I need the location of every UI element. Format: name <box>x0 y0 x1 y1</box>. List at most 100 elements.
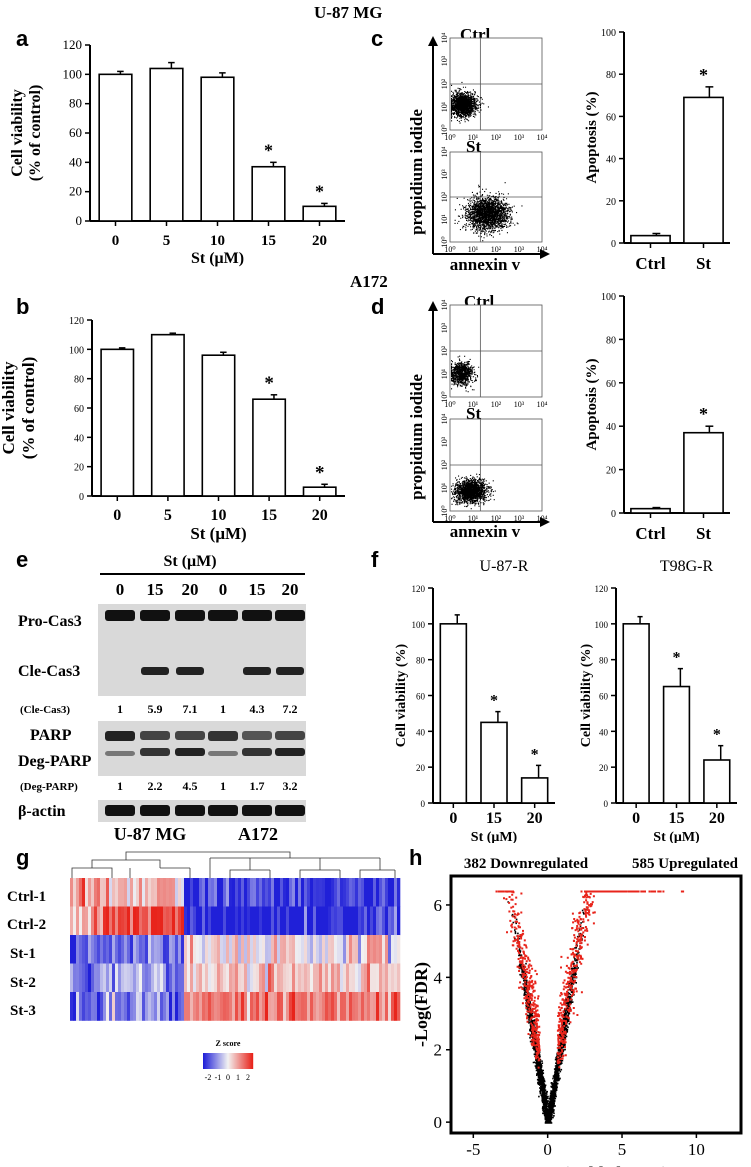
flow-y-tick-label: 10¹ <box>440 101 449 112</box>
heatmap-cell <box>253 906 257 936</box>
heatmap-cell <box>106 878 110 907</box>
y-tick-label: 2 <box>434 1041 443 1060</box>
heatmap-cell <box>163 878 167 907</box>
heatmap-cell <box>199 935 203 964</box>
heatmap-cell <box>280 878 284 907</box>
y-tick-label: 40 <box>416 727 426 737</box>
heatmap-cell <box>328 963 332 993</box>
legend-swatch <box>217 1053 219 1069</box>
legend-swatch <box>229 1053 231 1069</box>
heatmap-cell <box>115 963 119 993</box>
heatmap-cell <box>109 963 113 993</box>
heatmap-cell <box>313 992 317 1021</box>
y-tick-label: 120 <box>63 37 83 52</box>
cle-cas3-u87-15: 5.9 <box>148 702 163 716</box>
heatmap-cell <box>118 935 122 964</box>
heatmap-cell <box>223 878 227 907</box>
heatmap-cell <box>388 878 392 907</box>
heatmap-cell <box>286 963 290 993</box>
heatmap-cell <box>181 963 185 993</box>
heatmap-cell <box>154 906 158 936</box>
heatmap-cell <box>373 935 377 964</box>
heatmap-cell <box>175 992 179 1021</box>
heatmap-cell <box>199 878 203 907</box>
heatmap-cell <box>139 878 143 907</box>
heatmap-cell <box>241 906 245 936</box>
heatmap-cell <box>79 878 83 907</box>
flow-y-tick-label: 10² <box>440 345 449 356</box>
deg-parp-a172-15: 1.7 <box>250 779 265 793</box>
flow-y-tick-label: 10¹ <box>440 368 449 379</box>
heatmap-cell <box>358 992 362 1021</box>
heatmap-cell <box>97 878 101 907</box>
heatmap-cell <box>397 963 401 993</box>
heatmap-cell <box>196 992 200 1021</box>
heatmap-cell <box>118 878 122 907</box>
heatmap-cell <box>139 906 143 936</box>
heatmap-cell <box>271 963 275 993</box>
heatmap-cell <box>190 992 194 1021</box>
flow-d-xlabel: annexin v <box>450 522 521 541</box>
heatmap-cell <box>349 906 353 936</box>
flow-x-tick-label: 10⁰ <box>444 133 455 142</box>
heatmap-cell <box>343 906 347 936</box>
western-dose-u87-15: 15 <box>147 580 164 599</box>
bar-5 <box>149 67 184 222</box>
heatmap-cell <box>385 935 389 964</box>
x-tick-label: 15 <box>486 810 502 827</box>
heatmap-cell <box>289 935 293 964</box>
flow-x-tick-label: 10⁰ <box>444 400 455 409</box>
heatmap-cell <box>202 963 206 993</box>
y-axis-label: (% of control) <box>27 85 44 182</box>
heatmap-cell <box>100 935 104 964</box>
flow-x-tick-label: 10³ <box>514 133 525 142</box>
heatmap-cell <box>178 935 182 964</box>
heatmap-cell <box>250 935 254 964</box>
legend-swatch <box>219 1053 221 1069</box>
heatmap-cell <box>259 992 263 1021</box>
heatmap-cell <box>208 906 212 936</box>
heatmap-cell <box>337 906 341 936</box>
western-dose-a172-0: 0 <box>219 580 228 599</box>
heatmap-cell <box>136 992 140 1021</box>
flow-y-tick-label: 10³ <box>440 169 449 180</box>
blot-band <box>105 610 135 621</box>
heatmap-cell <box>103 878 107 907</box>
heatmap-cell <box>157 992 161 1021</box>
title-upregulated: 585 Upregulated <box>632 856 739 872</box>
heatmap-cell <box>148 906 152 936</box>
x-axis-label: St (μM) <box>471 830 518 843</box>
heatmap-cell <box>229 906 233 936</box>
heatmap-cell <box>169 935 173 964</box>
heatmap-cell <box>82 935 86 964</box>
heatmap-cell <box>148 878 152 907</box>
western-title: St (μM) <box>163 553 216 570</box>
y-tick-label: 100 <box>69 345 84 356</box>
heatmap-cell <box>217 935 221 964</box>
flow-x-tick-label: 10² <box>491 514 502 523</box>
heatmap-cell <box>298 878 302 907</box>
heatmap-cell <box>214 963 218 993</box>
heatmap-cell <box>364 878 368 907</box>
heatmap-cell <box>379 878 383 907</box>
heatmap-cell <box>262 935 266 964</box>
heatmap-cell <box>235 963 239 993</box>
heatmap-cell <box>367 963 371 993</box>
heatmap-cell <box>361 878 365 907</box>
bar-15 <box>480 721 508 804</box>
y-axis-label: Apoptosis (%) <box>584 358 600 450</box>
heatmap-cell <box>166 878 170 907</box>
heatmap-cell <box>394 906 398 936</box>
heatmap-cell <box>124 906 128 936</box>
heatmap-cell <box>112 935 116 964</box>
heatmap-cell <box>304 992 308 1021</box>
legend-swatch <box>242 1053 244 1069</box>
flow-c-ylabel: propidium iodide <box>407 109 426 235</box>
heatmap-cell <box>286 906 290 936</box>
panel-letter-e: e <box>16 547 29 572</box>
heatmap-cell <box>253 878 257 907</box>
blot-band <box>275 610 305 621</box>
heatmap-cell <box>331 935 335 964</box>
y-tick-label: 6 <box>434 896 443 915</box>
